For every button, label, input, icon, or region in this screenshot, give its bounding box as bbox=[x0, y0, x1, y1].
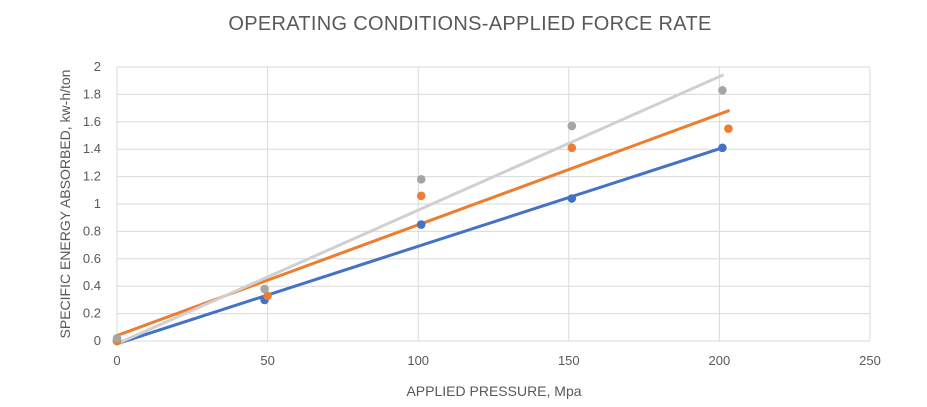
x-tick-label: 200 bbox=[709, 353, 731, 368]
series-1-point bbox=[718, 143, 727, 153]
y-tick-label: 0.6 bbox=[83, 251, 101, 266]
y-tick-label: 0.4 bbox=[83, 278, 101, 293]
y-tick-label: 1.4 bbox=[83, 141, 101, 156]
y-tick-label: 1 bbox=[94, 196, 101, 211]
series-3-point bbox=[260, 284, 269, 294]
y-tick-label: 1.8 bbox=[83, 86, 101, 101]
series-2-point bbox=[724, 124, 733, 133]
series-3-point bbox=[718, 85, 727, 95]
trendlines bbox=[115, 73, 730, 346]
y-tick-label: 0 bbox=[94, 333, 101, 348]
x-axis-label: APPLIED PRESSURE, Mpa bbox=[406, 383, 581, 399]
y-axis-label: SPECIFIC ENERGY ABSORBED, kw-h/ton bbox=[57, 70, 73, 339]
series-1-trendline bbox=[115, 146, 724, 346]
y-tick-label: 1.2 bbox=[83, 169, 101, 184]
series-2-point bbox=[263, 291, 272, 301]
grid bbox=[116, 66, 871, 342]
series-1-point bbox=[567, 194, 577, 203]
data-points bbox=[112, 85, 733, 346]
x-tick-label: 50 bbox=[260, 353, 274, 368]
series-3-point bbox=[567, 121, 577, 131]
tick-labels: 0 0.2 0.4 0.6 0.8 1 1.2 1.4 1.6 1.8 2 0 50 100 150 200 2… bbox=[83, 59, 881, 368]
series-2-point bbox=[416, 191, 426, 201]
series-3-point bbox=[112, 333, 122, 343]
y-tick-label: 1.6 bbox=[83, 114, 101, 129]
y-tick-label: 0.2 bbox=[83, 306, 101, 321]
x-tick-label: 100 bbox=[407, 353, 429, 368]
x-tick-label: 0 bbox=[113, 353, 120, 368]
series-2-point bbox=[567, 143, 577, 153]
series-1-point bbox=[416, 220, 426, 229]
y-tick-label: 0.8 bbox=[83, 223, 101, 238]
x-tick-label: 150 bbox=[558, 353, 580, 368]
series-3-trendline bbox=[115, 73, 724, 346]
y-tick-label: 2 bbox=[94, 59, 101, 74]
series-3-point bbox=[416, 175, 426, 184]
chart-title: OPERATING CONDITIONS-APPLIED FORCE RATE bbox=[228, 13, 711, 35]
x-tick-label: 250 bbox=[859, 353, 881, 368]
